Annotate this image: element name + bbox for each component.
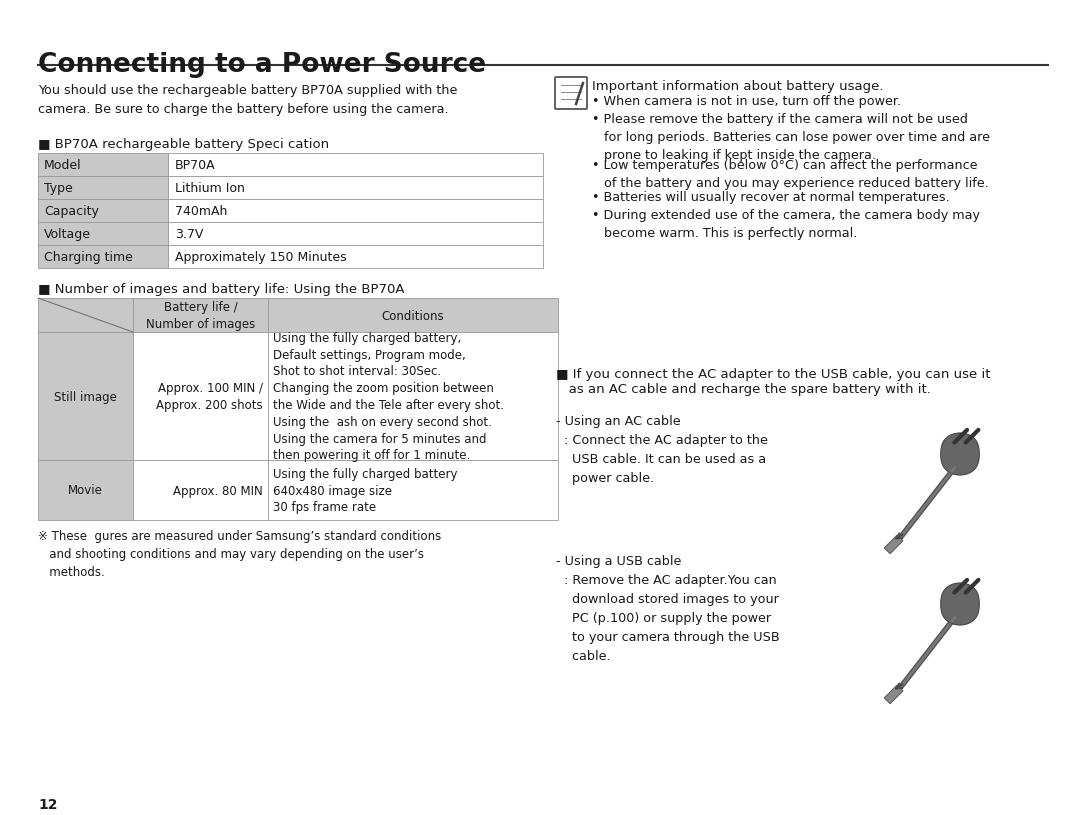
- Bar: [38, 298, 133, 332]
- Text: ■ BP70A rechargeable battery Speci cation: ■ BP70A rechargeable battery Speci catio…: [38, 138, 329, 151]
- Text: Still image: Still image: [54, 390, 117, 403]
- Polygon shape: [941, 433, 980, 475]
- Text: Battery life /
Number of images: Battery life / Number of images: [146, 302, 255, 331]
- Bar: [38, 153, 168, 176]
- Text: 740mAh: 740mAh: [175, 205, 228, 218]
- Text: Connecting to a Power Source: Connecting to a Power Source: [38, 52, 486, 78]
- Text: Model: Model: [44, 159, 82, 172]
- Text: • Batteries will usually recover at normal temperatures.: • Batteries will usually recover at norm…: [592, 191, 949, 204]
- Text: Movie: Movie: [68, 484, 103, 497]
- Text: Approx. 100 MIN /
Approx. 200 shots: Approx. 100 MIN / Approx. 200 shots: [157, 382, 264, 412]
- Bar: [268, 298, 558, 332]
- Text: • When camera is not in use, turn off the power.: • When camera is not in use, turn off th…: [592, 95, 901, 108]
- Bar: [133, 460, 268, 520]
- Text: Charging time: Charging time: [44, 251, 133, 264]
- Text: Using the fully charged battery
640x480 image size
30 fps frame rate: Using the fully charged battery 640x480 …: [273, 468, 458, 514]
- Text: - Using an AC cable
  : Connect the AC adapter to the
    USB cable. It can be u: - Using an AC cable : Connect the AC ada…: [556, 415, 768, 485]
- Polygon shape: [941, 583, 980, 625]
- Text: ■ Number of images and battery life: Using the BP70A: ■ Number of images and battery life: Usi…: [38, 283, 405, 296]
- Text: You should use the rechargeable battery BP70A supplied with the
camera. Be sure : You should use the rechargeable battery …: [38, 84, 457, 116]
- Polygon shape: [885, 535, 903, 553]
- Text: 3.7V: 3.7V: [175, 228, 203, 241]
- Text: BP70A: BP70A: [175, 159, 216, 172]
- Bar: [133, 332, 268, 460]
- Text: Voltage: Voltage: [44, 228, 91, 241]
- Bar: [38, 332, 133, 460]
- Text: Lithium Ion: Lithium Ion: [175, 182, 245, 195]
- Text: Capacity: Capacity: [44, 205, 99, 218]
- Text: - Using a USB cable
  : Remove the AC adapter.You can
    download stored images: - Using a USB cable : Remove the AC adap…: [556, 555, 780, 663]
- Text: Using the fully charged battery,
Default settings, Program mode,
Shot to shot in: Using the fully charged battery, Default…: [273, 332, 504, 462]
- Bar: [168, 245, 543, 268]
- Text: Important information about battery usage.: Important information about battery usag…: [592, 80, 883, 93]
- Text: ※ These  gures are measured under Samsung’s standard conditions
   and shooting : ※ These gures are measured under Samsung…: [38, 530, 442, 579]
- FancyBboxPatch shape: [555, 77, 588, 109]
- Bar: [268, 332, 558, 460]
- Bar: [168, 176, 543, 199]
- Bar: [38, 176, 168, 199]
- Bar: [268, 460, 558, 520]
- Text: Approx. 80 MIN: Approx. 80 MIN: [173, 484, 264, 497]
- Text: • During extended use of the camera, the camera body may
   become warm. This is: • During extended use of the camera, the…: [592, 209, 980, 240]
- Bar: [168, 222, 543, 245]
- Bar: [38, 245, 168, 268]
- Text: ■ If you connect the AC adapter to the USB cable, you can use it: ■ If you connect the AC adapter to the U…: [556, 368, 990, 381]
- Text: as an AC cable and recharge the spare battery with it.: as an AC cable and recharge the spare ba…: [556, 383, 931, 396]
- Text: • Low temperatures (below 0°C) can affect the performance
   of the battery and : • Low temperatures (below 0°C) can affec…: [592, 159, 989, 190]
- Polygon shape: [885, 685, 903, 703]
- Text: • Please remove the battery if the camera will not be used
   for long periods. : • Please remove the battery if the camer…: [592, 112, 990, 162]
- Text: Conditions: Conditions: [381, 310, 444, 323]
- Text: 12: 12: [38, 798, 57, 812]
- Bar: [168, 153, 543, 176]
- Bar: [38, 199, 168, 222]
- Bar: [168, 199, 543, 222]
- Bar: [38, 460, 133, 520]
- Text: Type: Type: [44, 182, 72, 195]
- Bar: [38, 222, 168, 245]
- Text: Approximately 150 Minutes: Approximately 150 Minutes: [175, 251, 347, 264]
- Bar: [133, 298, 268, 332]
